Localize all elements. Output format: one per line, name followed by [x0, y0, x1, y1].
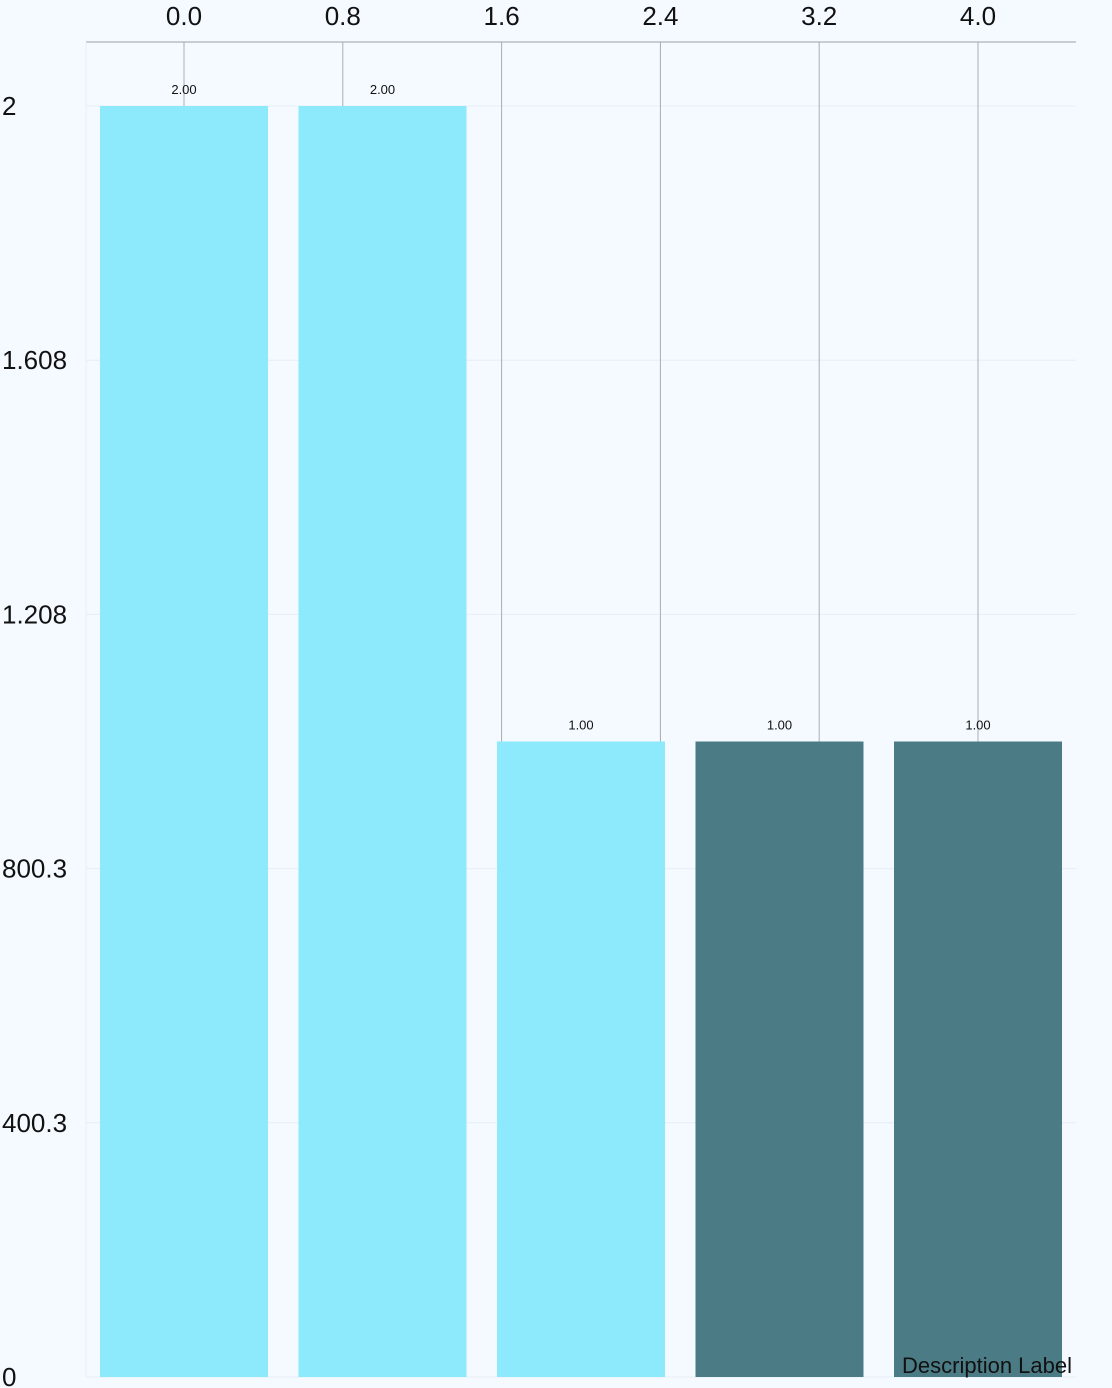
bar-value-label: 1.00 [965, 718, 990, 733]
bar [298, 106, 467, 1377]
y-tick-label: 1.208 [2, 599, 67, 629]
bar-layer [100, 106, 1062, 1377]
bar-value-label: 2.00 [171, 82, 196, 97]
description-label: Description Label [902, 1353, 1072, 1378]
y-tick-label: 2 [2, 91, 16, 121]
bar-value-label: 2.00 [370, 82, 395, 97]
x-tick-label: 3.2 [801, 1, 837, 31]
y-tick-label: 0 [2, 1362, 16, 1388]
y-tick-label: 400.3 [2, 1108, 67, 1138]
bar-value-label: 1.00 [568, 718, 593, 733]
bar [695, 741, 864, 1377]
y-tick-label: 800.3 [2, 854, 67, 884]
bar [497, 741, 665, 1377]
x-tick-label: 0.8 [325, 1, 361, 31]
label-layer: 2.00 2.00 1.00 1.00 1.00 [171, 82, 990, 733]
x-tick-label: 0.0 [166, 1, 202, 31]
bar [100, 106, 268, 1377]
x-tick-label: 2.4 [642, 1, 678, 31]
bar [894, 741, 1062, 1377]
y-tick-label: 1.608 [2, 345, 67, 375]
x-tick-label: 1.6 [484, 1, 520, 31]
axis-layer: 0.0 0.8 1.6 2.4 3.2 4.0 0 400.3 800.3 1.208 1.608 2 [2, 1, 1076, 1388]
x-tick-label: 4.0 [960, 1, 996, 31]
bar-value-label: 1.00 [767, 718, 792, 733]
